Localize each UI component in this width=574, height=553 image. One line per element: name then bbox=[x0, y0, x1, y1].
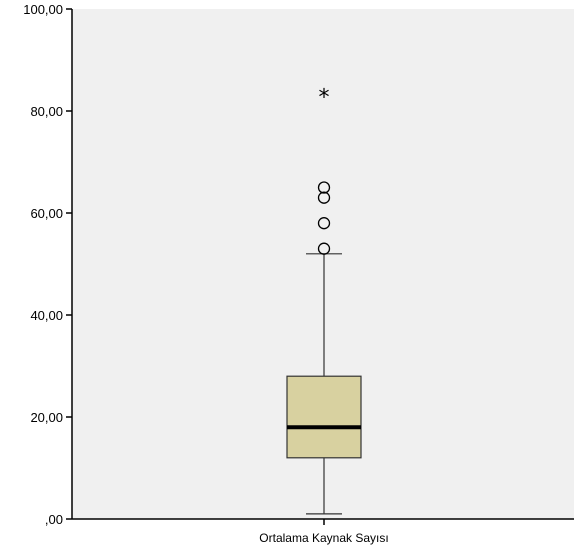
y-tick-label: 60,00 bbox=[30, 206, 63, 221]
outlier-point bbox=[317, 242, 331, 255]
outlier-point bbox=[317, 191, 331, 204]
outlier-point bbox=[317, 217, 331, 230]
x-axis bbox=[72, 518, 574, 525]
y-tick-label: 80,00 bbox=[30, 104, 63, 119]
iqr-box bbox=[286, 375, 362, 459]
y-tick-label: 100,00 bbox=[23, 2, 63, 17]
box-plot-series: * bbox=[286, 86, 362, 515]
y-tick-label: 40,00 bbox=[30, 308, 63, 323]
y-axis: ,00 20,00 40,00 60,00 80,00 100,00 bbox=[23, 2, 73, 527]
extreme-point: * bbox=[319, 86, 330, 111]
x-category-label: Ortalama Kaynak Sayısı bbox=[259, 531, 388, 545]
y-tick-label: ,00 bbox=[45, 512, 63, 527]
outlier-point bbox=[317, 181, 331, 194]
y-tick-label: 20,00 bbox=[30, 410, 63, 425]
